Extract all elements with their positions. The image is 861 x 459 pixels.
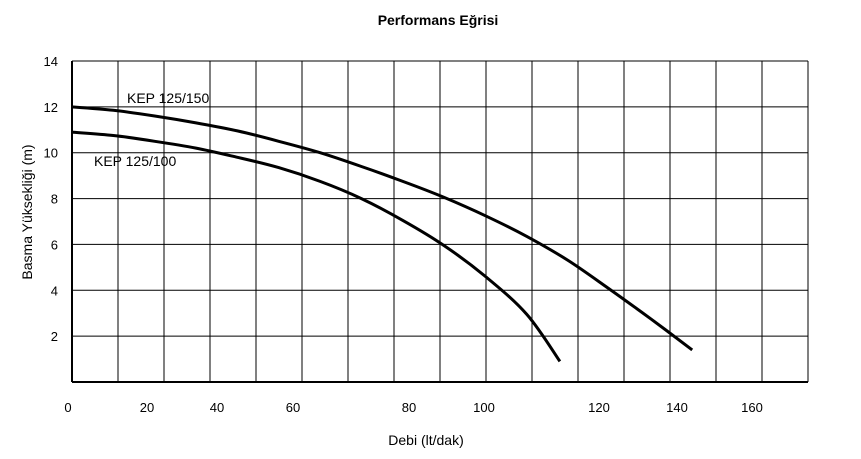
series-line-1 [71, 130, 562, 363]
y-tick-label: 14 [44, 54, 58, 69]
y-tick-label: 8 [51, 192, 58, 207]
series-labels: KEP 125/150 KEP 125/100 [94, 90, 209, 169]
y-axis-label: Basma Yüksekliği (m) [19, 144, 35, 279]
grid [71, 60, 809, 383]
x-tick-label: 140 [666, 400, 688, 415]
x-tick-label: 40 [210, 400, 224, 415]
x-tick-labels: 0 20 40 60 80 100 120 140 160 [64, 400, 762, 415]
x-axis-label: Debi (lt/dak) [388, 432, 463, 448]
x-tick-label: 0 [64, 400, 71, 415]
curves [71, 105, 694, 363]
x-tick-label: 80 [402, 400, 416, 415]
y-tick-label: 10 [44, 146, 58, 161]
series-label-1: KEP 125/100 [94, 153, 176, 169]
y-tick-label: 6 [51, 237, 58, 252]
x-tick-label: 20 [140, 400, 154, 415]
x-tick-label: 160 [741, 400, 763, 415]
y-tick-label: 4 [51, 283, 58, 298]
series-label-0: KEP 125/150 [127, 90, 209, 106]
x-tick-label: 60 [286, 400, 300, 415]
chart-title: Performans Eğrisi [378, 12, 499, 28]
x-tick-label: 100 [473, 400, 495, 415]
y-tick-label: 2 [51, 329, 58, 344]
y-tick-labels: 2 4 6 8 10 12 14 [44, 54, 58, 344]
y-tick-label: 12 [44, 100, 58, 115]
series-line-0 [71, 105, 694, 352]
x-tick-label: 120 [588, 400, 610, 415]
